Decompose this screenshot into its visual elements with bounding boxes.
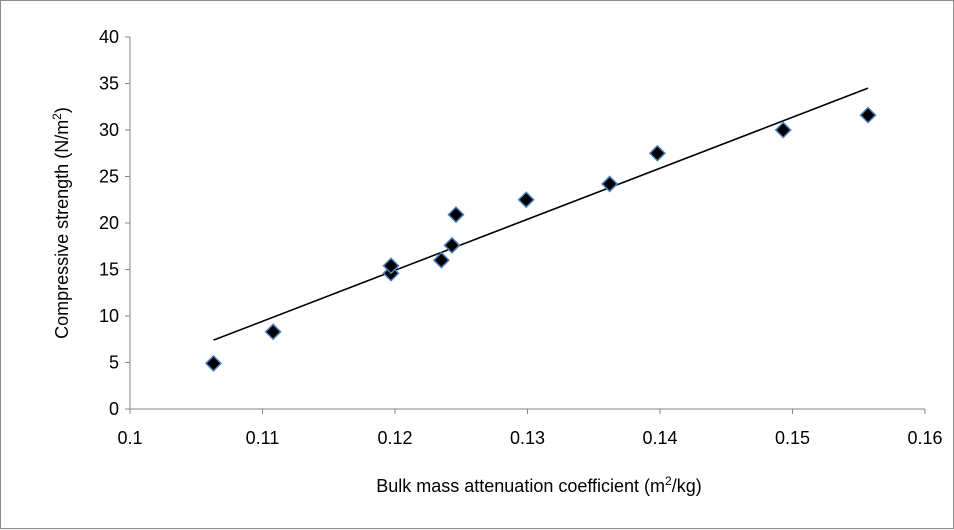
data-point xyxy=(382,257,400,275)
x-axis-title-end: /kg) xyxy=(672,476,702,496)
y-axis-title-main: Compressive strength (N/m xyxy=(52,120,72,339)
y-tick-label: 10 xyxy=(99,306,119,326)
y-tick-label: 40 xyxy=(99,27,119,47)
data-point xyxy=(432,251,450,269)
x-tick-label: 0.11 xyxy=(246,428,280,448)
trendline-group xyxy=(213,87,869,341)
x-tick-label: 0.16 xyxy=(907,428,942,448)
x-tick-label: 0.14 xyxy=(642,428,677,448)
x-tick-label: 0.1 xyxy=(117,428,142,448)
axes xyxy=(125,36,926,414)
data-points xyxy=(204,106,877,372)
x-tick-label: 0.15 xyxy=(775,428,810,448)
y-tick-label: 35 xyxy=(99,74,119,94)
data-point xyxy=(204,354,223,372)
y-tick-label: 0 xyxy=(109,399,119,419)
data-point xyxy=(601,175,619,193)
y-axis-title-superscript: 2 xyxy=(50,113,64,120)
data-point xyxy=(447,206,465,224)
y-axis-title-end: ) xyxy=(52,107,72,113)
x-tick-label: 0.12 xyxy=(377,428,412,448)
x-axis-title: Bulk mass attenuation coefficient (m2/kg… xyxy=(376,474,702,496)
x-tick-label: 0.13 xyxy=(510,428,545,448)
data-point xyxy=(443,236,461,254)
y-tick-labels: 0 5 10 15 20 25 30 35 40 xyxy=(99,27,119,419)
y-tick-label: 15 xyxy=(99,260,119,280)
x-axis-title-superscript: 2 xyxy=(665,474,672,488)
x-tick-labels: 0.1 0.11 0.12 0.13 0.14 0.15 0.16 xyxy=(117,428,942,448)
data-point xyxy=(648,144,666,162)
data-point xyxy=(517,191,535,209)
y-axis-title: Compressive strength (N/m2) xyxy=(50,107,72,339)
data-point xyxy=(774,121,792,139)
y-tick-label: 25 xyxy=(99,167,119,187)
data-point xyxy=(264,323,282,341)
x-axis-title-main: Bulk mass attenuation coefficient (m xyxy=(376,476,665,496)
trendline xyxy=(213,87,869,341)
data-point xyxy=(859,106,877,124)
y-tick-label: 20 xyxy=(99,213,119,233)
y-tick-label: 5 xyxy=(109,353,119,373)
y-tick-label: 30 xyxy=(99,120,119,140)
